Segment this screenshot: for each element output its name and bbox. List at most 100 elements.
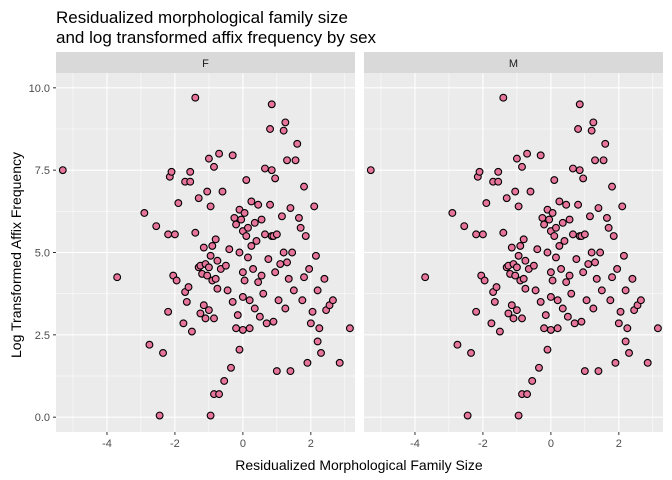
data-point [569, 230, 577, 239]
data-point [589, 304, 598, 313]
data-point [490, 297, 499, 306]
data-point [550, 232, 559, 240]
data-point [281, 118, 290, 127]
data-point [247, 241, 256, 250]
x-tick-label: -4 [410, 438, 420, 450]
data-point [546, 293, 555, 301]
data-point [636, 296, 645, 305]
data-point [311, 251, 320, 260]
data-point [218, 187, 227, 196]
data-point [213, 256, 222, 265]
data-point [279, 248, 288, 257]
data-point [233, 311, 242, 320]
data-point [591, 156, 599, 165]
data-point [552, 223, 560, 232]
data-point [577, 317, 586, 326]
data-point [589, 118, 598, 127]
data-point [272, 230, 281, 239]
data-point [565, 215, 574, 224]
data-point [244, 223, 252, 232]
data-point [310, 202, 319, 211]
data-point [300, 273, 308, 282]
data-point [164, 230, 173, 239]
data-point [215, 390, 224, 399]
data-point [300, 182, 308, 191]
data-point [499, 93, 508, 102]
data-point [303, 358, 312, 367]
data-point [621, 337, 630, 346]
facet-strip [56, 52, 355, 73]
data-point [514, 202, 523, 211]
data-point [526, 187, 535, 196]
data-point [463, 411, 472, 420]
data-point [621, 286, 630, 295]
data-point [317, 349, 325, 357]
data-point [283, 156, 291, 165]
data-point [305, 265, 314, 273]
data-point [587, 126, 596, 135]
data-point [460, 222, 469, 231]
data-point [232, 220, 241, 229]
data-point [548, 276, 557, 285]
data-point [625, 349, 633, 357]
data-point [174, 199, 183, 208]
data-point [245, 296, 254, 305]
data-point [194, 194, 203, 203]
data-point [494, 167, 503, 176]
data-point [250, 218, 259, 227]
data-point [267, 100, 276, 109]
data-point [519, 235, 528, 244]
data-point [172, 276, 181, 285]
data-point [249, 265, 258, 273]
data-point [623, 324, 632, 333]
data-point [597, 286, 606, 295]
data-point [288, 248, 297, 257]
data-point [541, 311, 550, 320]
data-point [203, 271, 212, 280]
data-point [140, 209, 149, 217]
data-point [562, 278, 571, 287]
data-point [254, 278, 263, 287]
data-point [228, 151, 237, 160]
data-point [152, 222, 161, 231]
data-point [543, 248, 552, 257]
data-point [518, 314, 526, 323]
data-point [201, 314, 210, 323]
data-point [170, 230, 179, 239]
data-point [609, 232, 618, 240]
data-point [499, 228, 508, 237]
data-point [225, 245, 234, 254]
y-tick-label: 5.0 [35, 248, 50, 260]
data-point [184, 283, 193, 292]
data-point [521, 256, 530, 265]
data-point [232, 324, 241, 333]
data-point [235, 345, 244, 354]
data-point [653, 324, 662, 333]
data-point [266, 125, 275, 133]
data-point [208, 241, 217, 250]
x-tick-label: 0 [548, 438, 554, 450]
data-point [271, 268, 280, 277]
data-point [277, 212, 286, 221]
facet-strip-label: M [509, 58, 518, 70]
data-point [579, 174, 588, 183]
data-point [242, 176, 251, 184]
data-point [516, 241, 525, 250]
data-point [560, 237, 569, 245]
data-point [298, 296, 307, 305]
y-tick-label: 7.5 [35, 165, 50, 177]
data-point [155, 411, 164, 420]
data-point [495, 327, 504, 336]
data-point [514, 411, 523, 420]
data-point [487, 319, 496, 328]
data-point [244, 253, 252, 262]
data-point [616, 307, 625, 316]
data-point [553, 296, 562, 305]
data-point [206, 411, 215, 420]
data-point [204, 154, 213, 163]
data-point [227, 363, 235, 372]
data-point [271, 174, 280, 183]
chart-title-line-2: and log transformed affix frequency by s… [56, 28, 377, 47]
x-tick-label: -2 [170, 438, 180, 450]
data-point [548, 209, 557, 217]
